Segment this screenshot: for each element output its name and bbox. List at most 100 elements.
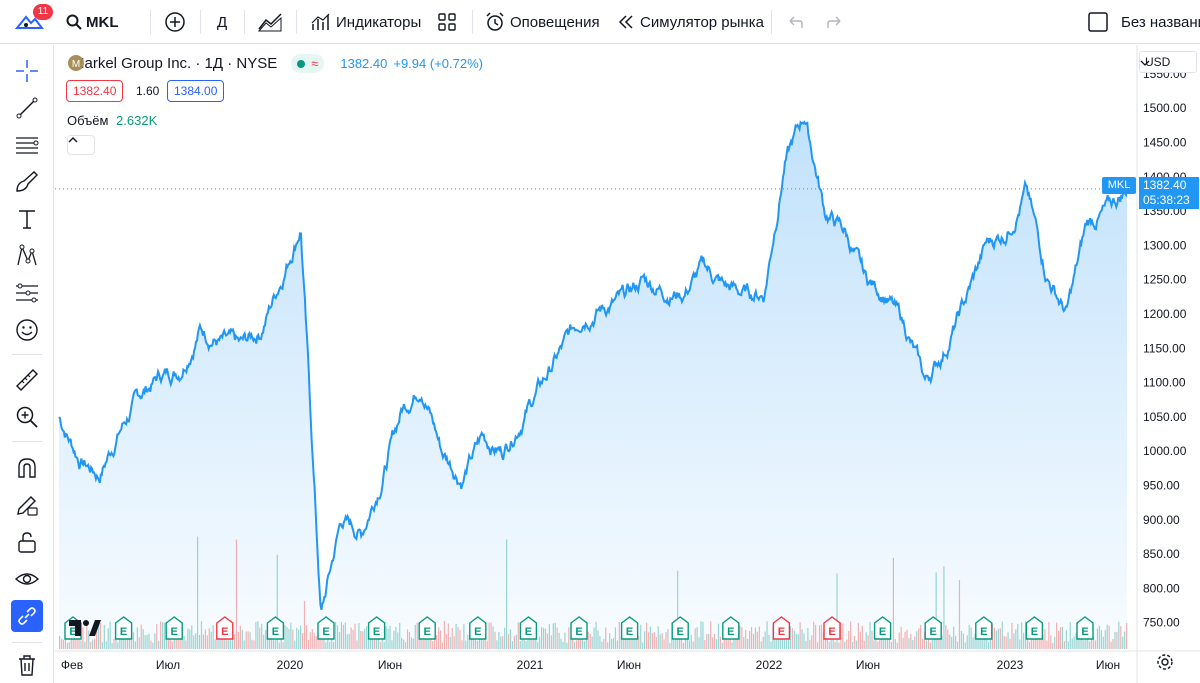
layout-square-icon: [1088, 12, 1108, 32]
earnings-marker: [975, 616, 993, 640]
search-icon: [66, 14, 82, 30]
chevron-down-icon: [1140, 60, 1150, 66]
lock-drawings-tool[interactable]: [11, 526, 43, 558]
symbol-label: MKL: [86, 13, 119, 31]
brush-tool[interactable]: [11, 166, 43, 198]
price-tick-label: 1050.00: [1143, 410, 1187, 424]
earnings-marker: [924, 616, 942, 640]
last-tag-symbol: MKL: [1102, 177, 1136, 194]
volume-label: Объём: [67, 113, 109, 128]
price-tick-label: 1000.00: [1143, 444, 1187, 458]
earnings-marker: [1076, 616, 1094, 640]
notification-badge: 11: [33, 4, 53, 20]
chart-type-button[interactable]: [257, 0, 283, 44]
earnings-marker-label: E: [424, 626, 431, 638]
earnings-marker: [1025, 616, 1044, 640]
price-tick-label: 900.00: [1143, 513, 1180, 527]
price-line: [58, 120, 1128, 610]
alerts-button[interactable]: Оповещения: [484, 0, 600, 44]
svg-text:M: M: [72, 59, 80, 70]
gear-icon: [1157, 654, 1173, 670]
earnings-marker-label: E: [69, 626, 76, 638]
magnet-tool[interactable]: [11, 452, 43, 484]
indicators-icon: [311, 13, 330, 30]
brush-icon: [16, 171, 38, 192]
earnings-marker: [519, 616, 538, 640]
sell-price-box[interactable]: 1382.40: [66, 80, 124, 102]
buy-price-box[interactable]: 1384.00: [167, 80, 225, 102]
price-tick-label: 1450.00: [1143, 135, 1187, 149]
trend-line-tool[interactable]: [11, 92, 43, 124]
replay-button[interactable]: Симулятор рынка: [616, 0, 764, 44]
stay-drawing-tool[interactable]: [11, 489, 43, 521]
time-tick-label: 2022: [756, 658, 783, 672]
symbol-search-button[interactable]: MKL: [66, 0, 119, 44]
earnings-marker: [367, 616, 386, 640]
zoom-in-icon: [16, 406, 38, 428]
earnings-marker-label: E: [1031, 626, 1038, 638]
price-tick-label: 850.00: [1143, 547, 1180, 561]
sync-drawings-tool[interactable]: [11, 600, 43, 632]
remove-drawings-tool[interactable]: [11, 649, 43, 681]
pattern-icon: [17, 244, 37, 266]
earnings-marker: [216, 616, 234, 640]
fib-tool[interactable]: [11, 129, 43, 161]
drawing-toolbar: [0, 45, 54, 683]
text-tool[interactable]: [11, 203, 43, 235]
pattern-tool[interactable]: [11, 240, 43, 272]
currency-button[interactable]: USD: [1139, 51, 1197, 73]
crosshair-tool[interactable]: [11, 55, 43, 87]
symbol-title[interactable]: Markel Group Inc. · 1Д · NYSE: [72, 55, 278, 72]
time-tick-label: Июн: [378, 658, 402, 672]
eye-icon: [14, 573, 40, 585]
volume-legend: Объём 2.632K: [67, 113, 157, 128]
price-chart[interactable]: 1550.001500.001450.001400.001350.001300.…: [55, 45, 1200, 683]
add-circle-icon: [165, 12, 185, 32]
chevron-up-icon: [68, 137, 78, 143]
ruler-tool[interactable]: [11, 364, 43, 396]
company-logo-icon: M: [68, 55, 84, 71]
undo-button[interactable]: [786, 0, 804, 44]
prediction-tool[interactable]: [11, 277, 43, 309]
earnings-marker-label: E: [525, 626, 532, 638]
zoom-tool[interactable]: [11, 401, 43, 433]
chart-pane[interactable]: 1550.001500.001450.001400.001350.001300.…: [55, 45, 1200, 683]
text-icon: [19, 210, 35, 229]
alarm-clock-icon: [486, 12, 504, 31]
earnings-marker: [266, 616, 285, 640]
earnings-marker-label: E: [1081, 626, 1088, 638]
compare-button[interactable]: [164, 0, 186, 44]
hide-drawings-tool[interactable]: [11, 563, 43, 595]
earnings-marker: [418, 616, 436, 640]
price-tick-label: 1100.00: [1143, 376, 1186, 390]
earnings-marker-label: E: [879, 626, 886, 638]
templates-button[interactable]: [437, 0, 457, 44]
price-tick-label: 1300.00: [1143, 238, 1187, 252]
logo-icon: [14, 15, 44, 29]
earnings-marker: [165, 616, 183, 640]
layout-name-button[interactable]: Без названия: [1087, 0, 1200, 44]
market-status[interactable]: ≈: [291, 54, 325, 73]
time-tick-label: Фев: [61, 658, 83, 672]
redo-button[interactable]: [826, 0, 844, 44]
redo-icon: [827, 16, 841, 28]
price-tick-label: 750.00: [1143, 616, 1180, 630]
price-tick-label: 1500.00: [1143, 101, 1187, 115]
interval-button[interactable]: Д: [217, 13, 228, 31]
icons-tool[interactable]: [11, 314, 43, 346]
earnings-marker-label: E: [575, 626, 582, 638]
collapse-legend-button[interactable]: [67, 135, 95, 155]
logo-menu-button[interactable]: [14, 0, 44, 44]
price-tick-label: 950.00: [1143, 478, 1180, 492]
chart-settings-button[interactable]: [1156, 653, 1182, 679]
layout-name-label: Без названия: [1121, 13, 1200, 31]
grid-icon: [438, 13, 456, 31]
time-tick-label: Июн: [617, 658, 641, 672]
legend-change: +9.94 (+0.72%): [393, 56, 483, 71]
earnings-marker: [722, 616, 740, 640]
time-tick-label: Июн: [856, 658, 880, 672]
magnet-icon: [18, 458, 36, 478]
trend-line-icon: [16, 97, 38, 119]
indicators-button[interactable]: Индикаторы: [310, 0, 421, 44]
undo-icon: [789, 16, 803, 28]
